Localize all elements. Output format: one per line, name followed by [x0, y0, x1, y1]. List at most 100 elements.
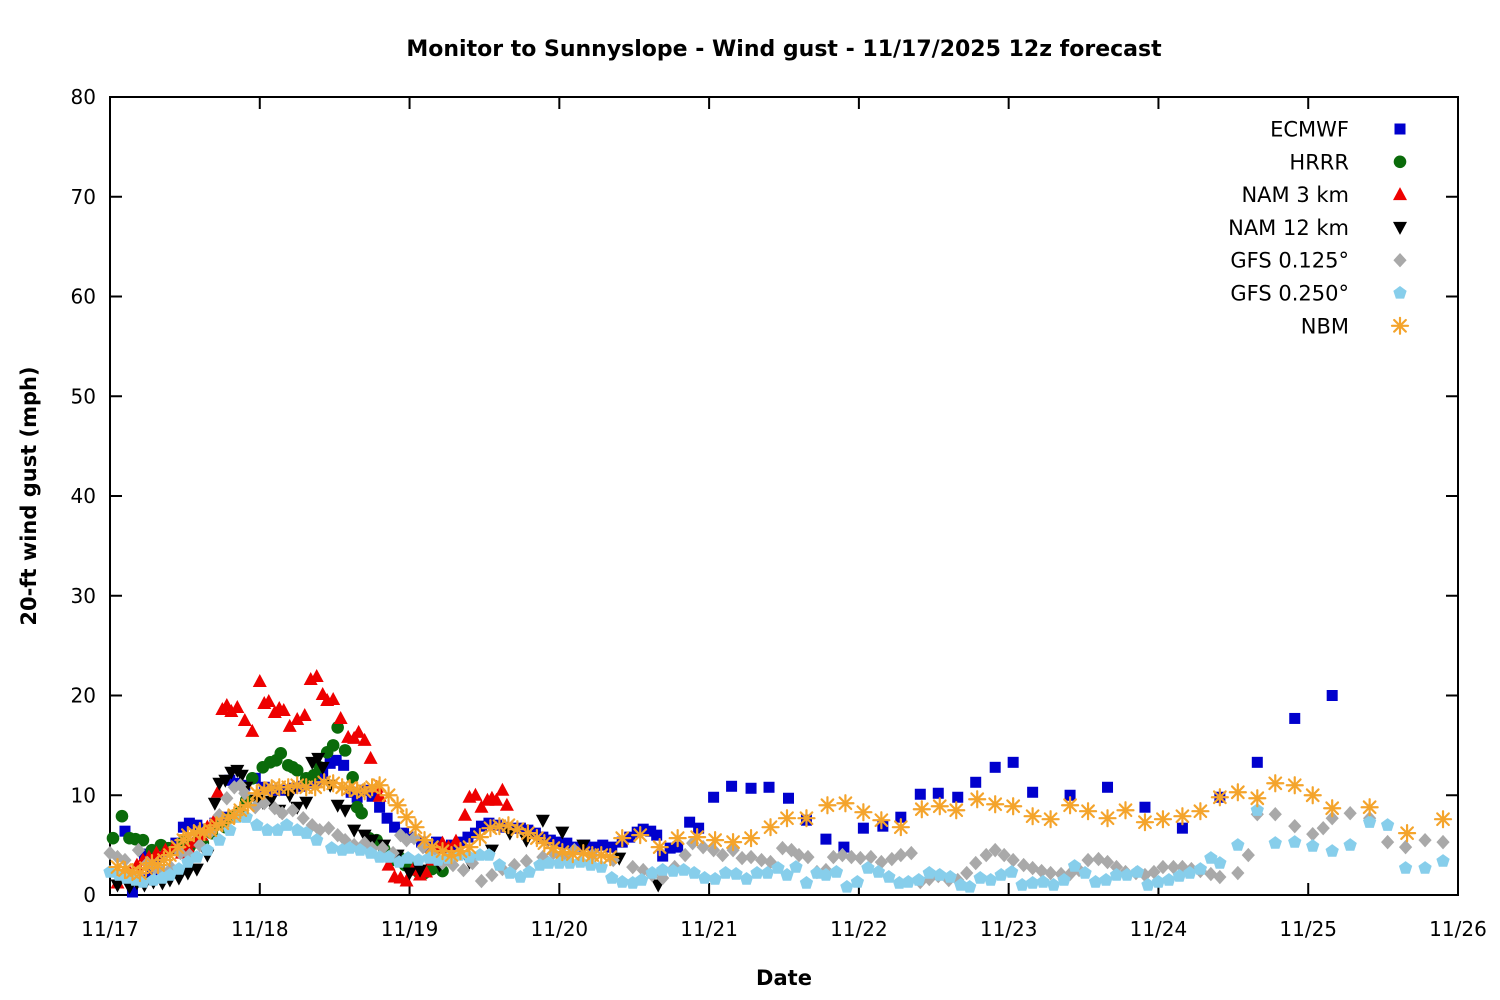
data-point [943, 870, 957, 883]
data-point [386, 845, 400, 861]
data-point [544, 834, 556, 846]
data-point [1251, 756, 1263, 768]
data-point [271, 823, 285, 836]
data-point [248, 800, 262, 815]
legend-row-nbm: NBM [1301, 314, 1410, 338]
data-point [224, 703, 239, 717]
data-point [739, 872, 754, 885]
data-point [489, 792, 504, 806]
data-point [446, 857, 460, 873]
data-point [1081, 852, 1095, 868]
legend-label-nam-12-km: NAM 12 km [1228, 216, 1349, 240]
legend-label-gfs-0-125-: GFS 0.125° [1230, 249, 1349, 273]
data-point [286, 803, 300, 818]
data-point [1064, 789, 1076, 801]
data-point [872, 811, 891, 830]
data-point [163, 868, 177, 881]
data-point [914, 788, 926, 800]
data-point [723, 833, 743, 852]
data-point [864, 849, 878, 865]
data-point [177, 821, 189, 833]
data-point [829, 865, 844, 878]
data-point [853, 850, 867, 866]
data-point [988, 842, 1002, 858]
data-point [431, 853, 445, 866]
data-point [676, 863, 691, 876]
legend-row-gfs-0-250-: GFS 0.250° [1230, 282, 1407, 306]
data-point [631, 826, 650, 845]
data-point [1026, 860, 1040, 876]
data-point [820, 833, 832, 845]
data-point [507, 857, 521, 873]
data-point [1078, 802, 1098, 821]
data-point [635, 873, 649, 886]
y-tick-label: 0 [83, 883, 96, 907]
data-point [651, 829, 663, 841]
data-point [1285, 776, 1304, 795]
hrrr-marker-icon [1393, 155, 1407, 169]
data-point [535, 814, 550, 828]
data-point [789, 860, 803, 873]
legend-row-hrrr: HRRR [1289, 150, 1407, 174]
data-point [818, 796, 837, 815]
data-point [138, 848, 150, 860]
data-point [1306, 839, 1320, 852]
data-point [601, 847, 620, 867]
data-point [172, 862, 186, 875]
data-point [744, 849, 758, 865]
data-point [994, 868, 1008, 881]
data-point [1323, 799, 1342, 818]
data-point [782, 792, 794, 804]
data-point [513, 870, 528, 883]
data-point [687, 866, 701, 879]
data-point [819, 868, 833, 881]
data-point [338, 759, 350, 771]
data-point [715, 847, 730, 863]
data-point [1088, 875, 1103, 888]
data-point [745, 782, 757, 794]
data-point [1057, 873, 1071, 886]
gfs-0-250--marker-icon [1393, 286, 1407, 299]
data-point [1130, 865, 1145, 878]
data-point [555, 826, 570, 840]
data-point [342, 841, 357, 854]
data-point [606, 841, 618, 853]
data-point [224, 774, 236, 786]
data-point [402, 867, 417, 881]
data-point [1289, 712, 1301, 724]
data-point [1303, 786, 1322, 805]
data-point [190, 850, 204, 863]
y-tick-label: 50 [71, 384, 96, 408]
data-point [389, 821, 401, 833]
data-point [989, 761, 1001, 773]
data-point [626, 859, 640, 875]
data-point [276, 702, 291, 716]
data-point [388, 796, 407, 815]
data-point [465, 855, 480, 871]
y-tick-label: 70 [71, 185, 96, 209]
data-point [1436, 834, 1450, 850]
data-point [1436, 854, 1450, 867]
data-point [1193, 862, 1208, 875]
data-point [708, 872, 722, 885]
data-point [854, 803, 873, 822]
data-point [1362, 815, 1377, 828]
data-point [750, 866, 764, 879]
data-point [741, 829, 761, 848]
data-point [250, 818, 264, 831]
ecmwf-marker-icon [1394, 123, 1406, 135]
data-point [1054, 866, 1068, 882]
data-point [951, 872, 965, 888]
data-point [1162, 873, 1176, 886]
data-point [1288, 818, 1302, 834]
data-point [963, 880, 977, 893]
data-point [536, 849, 550, 865]
data-point [912, 800, 931, 819]
data-point [1172, 869, 1187, 882]
nam-12-km-marker-icon [1393, 221, 1407, 235]
data-point [333, 710, 348, 724]
legend-row-gfs-0-125-: GFS 0.125° [1230, 249, 1407, 273]
data-point [780, 868, 794, 881]
data-point [280, 818, 294, 831]
data-point [363, 778, 382, 797]
